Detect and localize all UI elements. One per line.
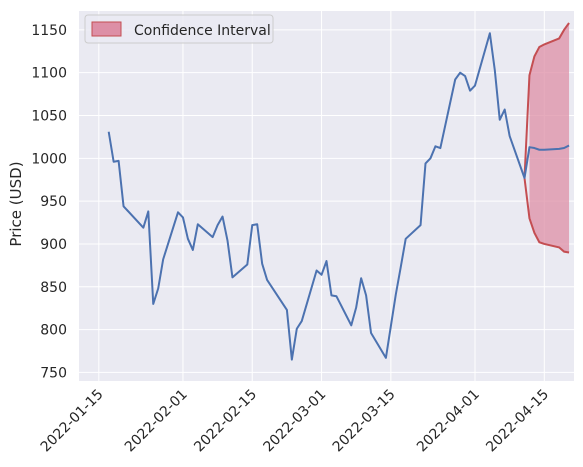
y-tick-label: 900 <box>40 237 67 253</box>
x-tick-labels: 2022-01-15 2022-02-01 2022-02-15 2022-03-01… <box>38 387 552 456</box>
y-tick-label: 1000 <box>31 151 67 167</box>
x-tick-label: 2022-03-01 <box>261 387 330 456</box>
y-tick-labels: 750 800 850 900 950 1000 1050 1100 1150 <box>31 23 67 382</box>
confidence-upper-edge <box>523 22 570 179</box>
price-line <box>107 32 570 361</box>
legend-label: Confidence Interval <box>134 23 271 39</box>
confidence-lower-edge <box>523 177 570 254</box>
y-axis-label: Price (USD) <box>7 161 25 246</box>
y-tick-label: 850 <box>40 280 67 296</box>
x-tick-label: 2022-04-15 <box>483 387 552 456</box>
confidence-band <box>529 22 570 253</box>
grid <box>79 11 574 381</box>
x-tick-label: 2022-04-01 <box>414 387 483 456</box>
confidence-band-layer <box>523 22 570 254</box>
x-tick-label: 2022-03-15 <box>330 387 399 456</box>
y-tick-label: 1150 <box>31 23 67 39</box>
plot-background <box>79 11 574 381</box>
legend-swatch <box>91 21 122 37</box>
legend: Confidence Interval <box>84 14 274 44</box>
x-tick-label: 2022-02-01 <box>122 387 191 456</box>
y-tick-label: 750 <box>40 365 67 381</box>
x-tick-label: 2022-02-15 <box>191 387 260 456</box>
x-tick-label: 2022-01-15 <box>38 387 107 456</box>
legend-box <box>84 14 274 44</box>
y-tick-label: 950 <box>40 194 67 210</box>
y-tick-label: 1050 <box>31 108 67 124</box>
y-tick-label: 800 <box>40 323 67 339</box>
y-tick-label: 1100 <box>31 66 67 82</box>
price-line-layer <box>107 32 570 361</box>
